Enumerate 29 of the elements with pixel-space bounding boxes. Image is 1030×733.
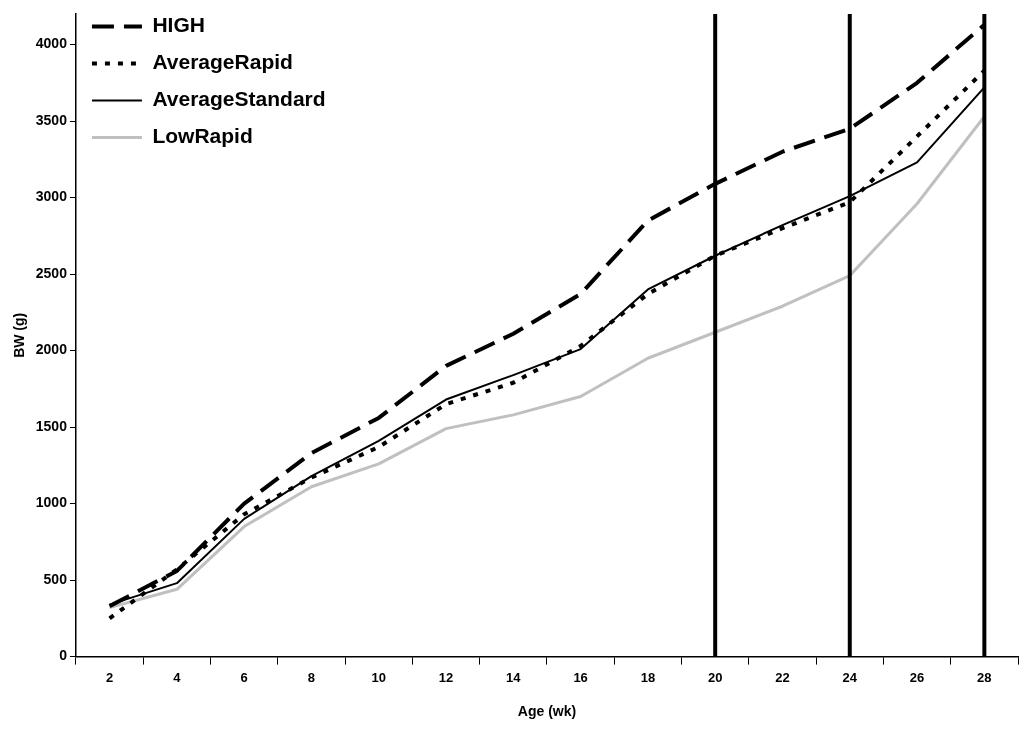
- y-tick-label: 0: [59, 647, 68, 664]
- y-tick-label: 4000: [35, 35, 68, 52]
- x-tick-label: 14: [506, 669, 522, 685]
- y-tick-label: 1500: [35, 417, 68, 434]
- legend-label: AverageRapid: [152, 50, 293, 74]
- legend-label: AverageStandard: [152, 87, 326, 111]
- y-tick-label: 2500: [35, 264, 68, 281]
- x-tick-label: 24: [842, 669, 858, 685]
- y-tick-label: 2000: [35, 341, 68, 358]
- legend-label: LowRapid: [152, 124, 253, 148]
- y-tick-label: 3500: [35, 111, 68, 128]
- x-tick-label: 16: [573, 669, 588, 685]
- x-tick-label: 26: [909, 669, 925, 685]
- x-tick-label: 22: [775, 669, 790, 685]
- x-tick-label: 12: [438, 669, 454, 685]
- y-tick-label: 1000: [35, 494, 68, 511]
- x-axis-title: Age (wk): [517, 703, 577, 720]
- legend-label: HIGH: [152, 13, 205, 37]
- x-tick-label: 20: [707, 669, 723, 685]
- x-tick-label: 6: [240, 669, 248, 685]
- y-axis-title: BW (g): [11, 312, 28, 358]
- x-tick-label: 18: [640, 669, 656, 685]
- x-tick-label: 4: [173, 669, 182, 685]
- x-tick-label: 10: [371, 669, 386, 685]
- x-tick-label: 28: [977, 669, 992, 685]
- y-tick-label: 500: [43, 570, 68, 587]
- x-tick-label: 8: [307, 669, 316, 685]
- x-tick-label: 2: [105, 669, 114, 685]
- y-tick-label: 3000: [35, 188, 68, 205]
